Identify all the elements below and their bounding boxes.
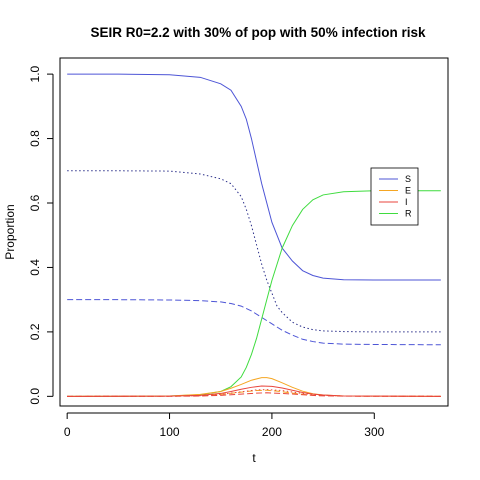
chart-title: SEIR R0=2.2 with 30% of pop with 50% inf… xyxy=(91,25,426,40)
x-tick-label: 300 xyxy=(364,425,384,439)
plot-frame xyxy=(59,57,449,407)
y-tick-label: 0.0 xyxy=(28,388,42,405)
series-layer xyxy=(67,73,441,397)
legend-label: E xyxy=(405,186,411,196)
series-line-7 xyxy=(67,385,441,397)
y-tick-label: 0.4 xyxy=(28,259,42,276)
x-tick-label: 0 xyxy=(64,425,71,439)
legend-label: S xyxy=(405,174,411,184)
x-tick-label: 100 xyxy=(160,425,180,439)
series-line-1 xyxy=(67,73,441,281)
series-line-3 xyxy=(67,299,441,346)
x-tick-label: 200 xyxy=(262,425,282,439)
legend: SEIR xyxy=(370,167,419,226)
series-line-6 xyxy=(67,389,441,397)
x-axis-label: t xyxy=(252,451,256,465)
y-tick-label: 0.8 xyxy=(28,130,42,147)
legend-box xyxy=(370,167,419,226)
y-tick-label: 0.6 xyxy=(28,194,42,211)
y-tick-label: 1.0 xyxy=(28,65,42,82)
series-line-8 xyxy=(67,389,441,397)
legend-label: I xyxy=(405,197,408,207)
series-line-9 xyxy=(67,392,441,397)
y-axis-label: Proportion xyxy=(3,204,17,259)
legend-label: R xyxy=(405,209,412,219)
y-tick-label: 0.2 xyxy=(28,323,42,340)
axis-layer: 0 100 200 300 0.0 0.2 0.4 0.6 0.8 1.0 xyxy=(28,65,385,439)
series-line-2 xyxy=(67,170,441,333)
